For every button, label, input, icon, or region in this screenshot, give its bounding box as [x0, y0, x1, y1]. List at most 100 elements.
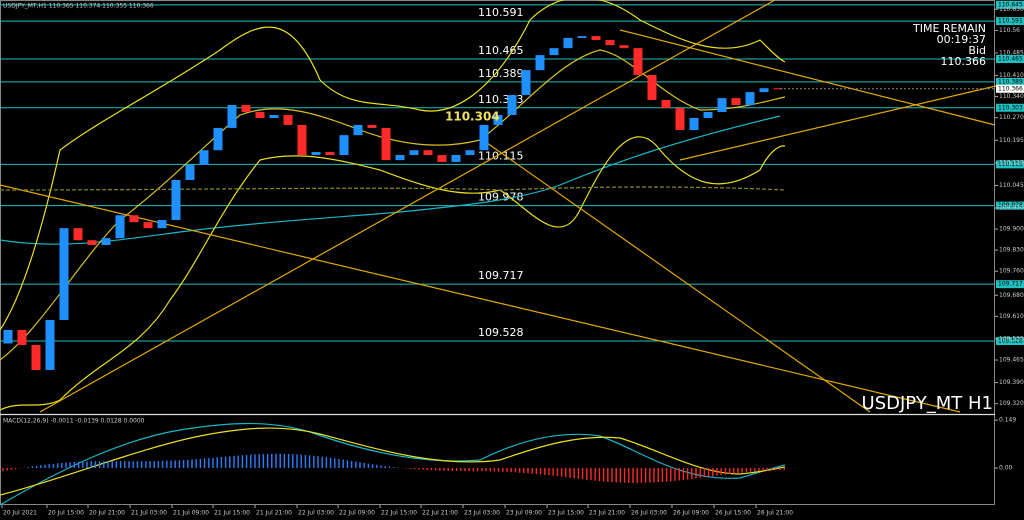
header: USDJPY_MT,H1 110.365 110.374 110.355 110… — [3, 3, 154, 10]
histogram-up — [23, 453, 399, 468]
candle — [227, 105, 237, 128]
macd-histogram — [2, 453, 785, 483]
x-tick-label: 21 Jul 21:00 — [256, 510, 292, 517]
y-tick-label: 109.680 — [999, 292, 1024, 299]
candle — [129, 215, 139, 223]
x-tick-label: 23 Jul 09:00 — [506, 510, 542, 517]
y-tick-label: 109.830 — [999, 247, 1024, 254]
x-tick-label: 21 Jul 15:00 — [214, 510, 250, 517]
trend-line — [39, 0, 776, 413]
candle — [507, 95, 517, 115]
candle — [647, 74, 657, 100]
level-tag — [996, 160, 1024, 169]
y-tick-label: 110.270 — [999, 114, 1024, 121]
candle — [283, 114, 293, 125]
level-tag-label: 110.645 — [998, 1, 1023, 8]
candle — [703, 111, 713, 118]
x-tick-label: 22 Jul 09:00 — [339, 510, 375, 517]
y-tick-label: 110.120 — [999, 159, 1024, 166]
candle — [395, 155, 405, 161]
candle — [423, 150, 433, 156]
bid-tag — [996, 84, 1024, 93]
level-label: 110.303 — [478, 93, 524, 106]
candle — [479, 124, 489, 151]
bid: 110.366 — [941, 55, 987, 68]
macd-tick-label: 0.00 — [999, 465, 1013, 472]
level-label: 110.645 — [478, 0, 524, 3]
candle — [563, 37, 573, 49]
candle — [367, 124, 377, 128]
level-label: 109.717 — [478, 269, 524, 282]
candle — [185, 164, 195, 181]
x-tick-label: 26 Jul 03:00 — [631, 510, 667, 517]
y-tick-label: 109.610 — [999, 313, 1024, 320]
lower-band — [0, 136, 786, 411]
y-tick-label: 109.390 — [999, 379, 1024, 386]
candle — [31, 344, 41, 370]
x-tick-label: 22 Jul 03:00 — [298, 510, 334, 517]
x-tick-label: 20 Jul 2021 — [3, 510, 37, 517]
candle — [619, 45, 629, 49]
candle — [633, 48, 643, 75]
x-tick-label: 20 Jul 15:00 — [48, 510, 84, 517]
level-tag — [996, 201, 1024, 210]
candle — [171, 180, 181, 221]
x-tick-label: 20 Jul 21:00 — [89, 510, 125, 517]
candle — [353, 124, 363, 136]
level-tag — [996, 280, 1024, 289]
level-label: 109.528 — [478, 326, 524, 339]
level-label: 110.389 — [478, 67, 524, 80]
level-label: 110.591 — [478, 6, 524, 19]
candle — [661, 99, 671, 109]
candle — [59, 228, 69, 320]
candle — [773, 88, 783, 90]
candle — [535, 55, 545, 71]
level-label: 110.465 — [478, 44, 524, 57]
candle — [759, 88, 769, 93]
level-tag-label: 109.978 — [998, 202, 1023, 209]
candle — [465, 150, 475, 156]
candle — [157, 220, 167, 229]
y-tick-label: 110.410 — [999, 72, 1024, 79]
macd-label: MACD(12,26,9) -0.0011 -0.0139 0.0128 0.0… — [3, 418, 145, 425]
candle — [45, 319, 55, 370]
levels: 110.645 110.645 110.591 110.591 110.465 110.4… — [0, 0, 1024, 346]
macd-tick-label: 0.149 — [999, 417, 1016, 424]
level-tag-label: 109.528 — [998, 338, 1023, 345]
candle — [689, 118, 699, 131]
candle — [101, 238, 111, 246]
x-tick-label: 23 Jul 21:00 — [589, 510, 625, 517]
y-tick-label: 110.340 — [999, 93, 1024, 100]
candle — [3, 329, 13, 344]
y-tick-label: 109.760 — [999, 268, 1024, 275]
moving-average — [0, 115, 781, 245]
y-tick-label: 109.900 — [999, 226, 1024, 233]
candle — [521, 70, 531, 96]
level-tag — [996, 77, 1024, 86]
x-tick-label: 21 Jul 03:00 — [131, 510, 167, 517]
candle — [493, 114, 503, 125]
candle — [745, 92, 755, 106]
candle — [731, 98, 741, 106]
candle — [143, 222, 153, 229]
candle — [409, 150, 419, 156]
y-tick-label: 109.320 — [999, 400, 1024, 407]
y-tick-label: 109.535 — [999, 335, 1024, 342]
level-tag-label: 109.717 — [998, 281, 1023, 288]
level-tag — [996, 0, 1024, 9]
level-label: 109.978 — [478, 191, 524, 204]
x-tick-label: 26 Jul 09:00 — [673, 510, 709, 517]
level-tag — [996, 337, 1024, 346]
candle — [73, 228, 83, 241]
candle — [297, 124, 307, 156]
y-tick-label: 110.630 — [999, 6, 1024, 13]
slow-average — [0, 186, 786, 191]
x-tick-label: 22 Jul 21:00 — [422, 510, 458, 517]
trend-line — [619, 29, 996, 126]
candle — [213, 127, 223, 151]
candle — [437, 155, 447, 162]
level-tag-label: 110.591 — [998, 18, 1023, 25]
